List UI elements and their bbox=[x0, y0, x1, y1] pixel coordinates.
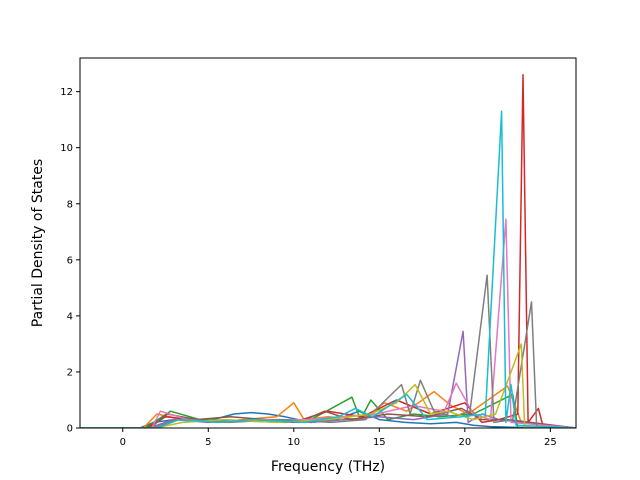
y-tick-label: 8 bbox=[67, 199, 73, 210]
series-line-8 bbox=[80, 274, 576, 428]
y-axis-label: Partial Density of States bbox=[30, 159, 46, 327]
x-tick-label: 15 bbox=[373, 437, 386, 448]
x-tick-label: 5 bbox=[205, 437, 211, 448]
x-axis-label: Frequency (THz) bbox=[271, 459, 385, 475]
y-tick-label: 4 bbox=[67, 311, 73, 322]
y-tick-label: 10 bbox=[60, 143, 73, 154]
y-tick-label: 0 bbox=[67, 424, 73, 435]
series-layer bbox=[80, 74, 576, 428]
y-tick-label: 12 bbox=[60, 87, 73, 98]
x-tick-label: 10 bbox=[287, 437, 300, 448]
y-tick-label: 2 bbox=[67, 367, 73, 378]
x-tick-label: 0 bbox=[120, 437, 126, 448]
plot-frame bbox=[79, 57, 577, 429]
y-tick-label: 6 bbox=[67, 255, 73, 266]
series-line-10 bbox=[80, 110, 576, 428]
y-axis-ticks: 0 2 4 6 8 10 12 bbox=[60, 87, 80, 435]
x-tick-label: 20 bbox=[458, 437, 471, 448]
x-tick-label: 25 bbox=[544, 437, 557, 448]
x-axis-ticks: 0 5 10 15 20 25 bbox=[120, 428, 557, 448]
